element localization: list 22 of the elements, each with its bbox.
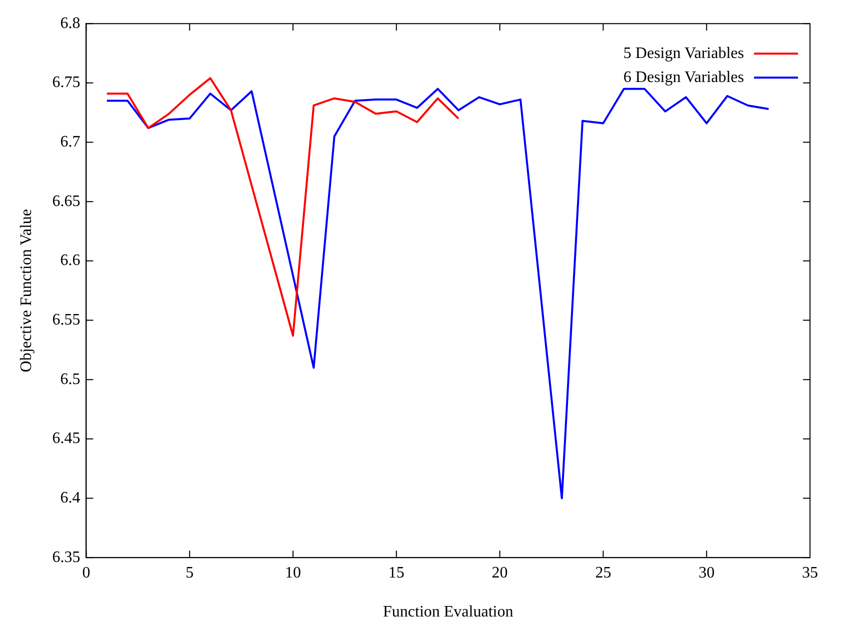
x-tick-label: 30 [698,564,715,582]
x-tick-label: 10 [285,564,301,582]
y-tick-label: 6.7 [60,133,80,150]
x-tick-label: 0 [82,564,90,582]
x-tick-label: 15 [388,564,404,582]
y-tick-label: 6.35 [52,548,80,566]
legend-label: 6 Design Variables [623,68,744,86]
y-tick-label: 6.8 [60,14,80,32]
x-tick-label: 5 [186,564,194,582]
y-tick-label: 6.45 [52,430,80,448]
y-axis-title: Objective Function Value [18,208,35,372]
x-axis-title: Function Evaluation [383,604,514,621]
y-tick-label: 6.55 [52,311,80,328]
y-tick-label: 6.4 [60,489,80,506]
y-tick-label: 6.65 [52,192,80,210]
legend-label: 5 Design Variables [623,44,744,62]
y-tick-label: 6.6 [60,252,80,270]
y-tick-label: 6.75 [52,74,80,92]
y-tick-label: 6.5 [60,370,80,388]
x-tick-label: 25 [595,564,612,582]
x-tick-label: 20 [492,564,508,582]
x-tick-label: 35 [802,564,818,582]
